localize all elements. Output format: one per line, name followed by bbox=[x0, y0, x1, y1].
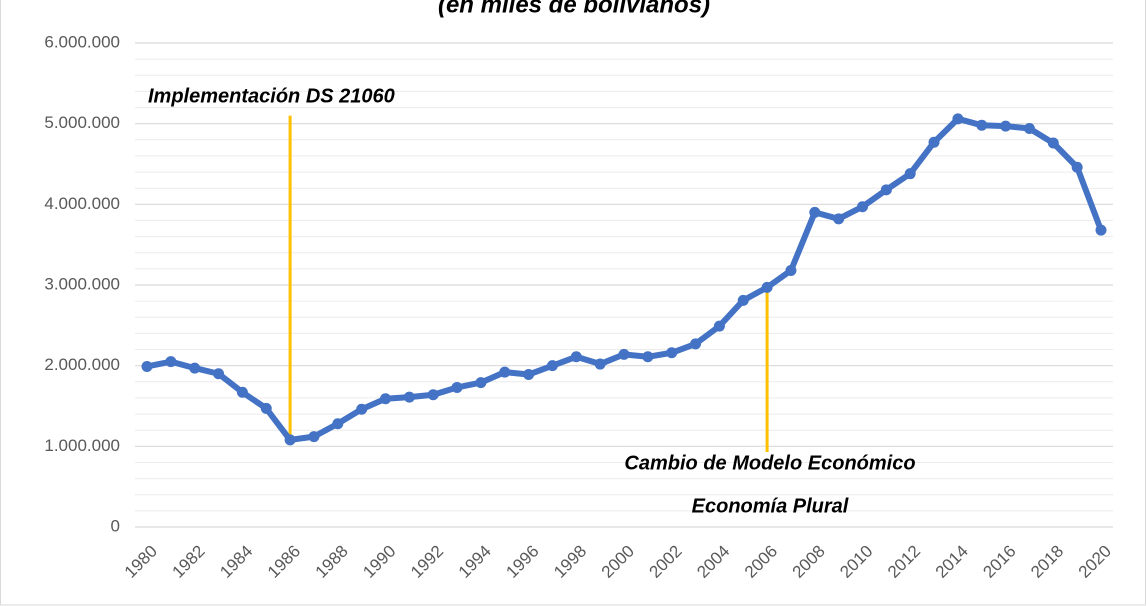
point bbox=[1023, 123, 1035, 135]
annotation-text: Implementación DS 21060 bbox=[148, 85, 395, 107]
point bbox=[666, 347, 678, 359]
point bbox=[141, 360, 153, 372]
point bbox=[260, 402, 272, 414]
point bbox=[594, 358, 606, 370]
point bbox=[308, 431, 320, 443]
point bbox=[976, 119, 988, 131]
point bbox=[880, 184, 892, 196]
point bbox=[189, 362, 201, 374]
point bbox=[475, 377, 487, 389]
point bbox=[690, 338, 702, 350]
point bbox=[1000, 120, 1012, 132]
annotation-text: Economía Plural bbox=[692, 495, 849, 517]
point bbox=[904, 168, 916, 180]
point bbox=[1095, 224, 1107, 236]
point bbox=[546, 360, 558, 372]
chart-subtitle: (en miles de bolivianos) bbox=[438, 0, 710, 18]
point bbox=[952, 113, 964, 125]
point bbox=[1071, 161, 1083, 173]
point bbox=[380, 393, 391, 405]
point bbox=[642, 351, 654, 363]
y-tick-label: 0 bbox=[111, 516, 120, 535]
point bbox=[332, 418, 344, 430]
y-tick-label: 2.000.000 bbox=[44, 355, 120, 374]
point bbox=[523, 369, 535, 381]
y-tick-label: 3.000.000 bbox=[44, 274, 120, 293]
point bbox=[284, 434, 296, 446]
y-tick-label: 6.000.000 bbox=[44, 32, 120, 51]
point bbox=[928, 136, 940, 148]
point bbox=[213, 368, 225, 380]
y-tick-label: 4.000.000 bbox=[44, 194, 120, 213]
point bbox=[570, 351, 582, 363]
point bbox=[833, 213, 845, 225]
point bbox=[236, 386, 248, 398]
annotation-text: Cambio de Modelo Económico bbox=[624, 452, 915, 474]
point bbox=[618, 348, 630, 360]
point bbox=[785, 264, 797, 276]
point bbox=[499, 366, 511, 378]
point bbox=[737, 294, 749, 306]
point bbox=[761, 281, 773, 293]
point bbox=[427, 389, 439, 401]
y-tick-label: 5.000.000 bbox=[44, 113, 120, 132]
point bbox=[857, 201, 868, 213]
point bbox=[403, 391, 415, 403]
point bbox=[1047, 137, 1059, 149]
point bbox=[713, 320, 725, 332]
y-tick-label: 1.000.000 bbox=[44, 436, 120, 455]
point bbox=[165, 356, 177, 368]
point bbox=[356, 403, 368, 415]
point bbox=[451, 381, 463, 393]
point bbox=[809, 206, 821, 218]
